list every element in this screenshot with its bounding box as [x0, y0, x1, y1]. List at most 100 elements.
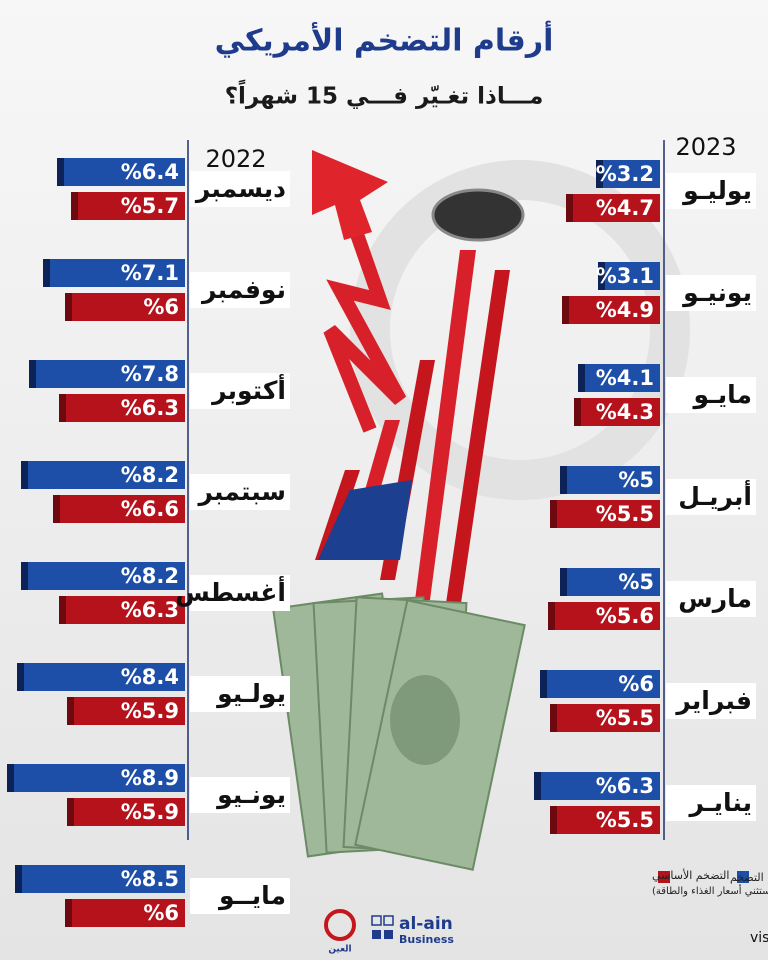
value-label: %6.3 [121, 598, 179, 622]
month-label: مارس [678, 584, 752, 613]
source: المصدر: visualcapitalist [750, 930, 768, 946]
bar [53, 495, 185, 523]
bar [540, 670, 660, 698]
month-label: فبراير [674, 686, 752, 716]
bar-cap [540, 670, 547, 698]
value-label: %5.5 [596, 706, 654, 730]
month-label: يولـيو [215, 679, 286, 709]
bar-cap [560, 466, 567, 494]
bar-cap [598, 262, 605, 290]
bar-cap [65, 293, 72, 321]
bar [71, 192, 185, 220]
bar [560, 466, 660, 494]
value-label: %6.6 [121, 497, 179, 521]
bar-cap [7, 764, 14, 792]
month-box [666, 275, 756, 311]
bar [67, 798, 185, 826]
bar-cap [67, 798, 74, 826]
month-label: يونيـو [681, 278, 752, 308]
month-box [666, 683, 756, 719]
bar-cap [548, 602, 555, 630]
bar-cap [53, 495, 60, 523]
month-label: مايـو [692, 380, 752, 410]
month-label: سبتمبر [196, 477, 286, 507]
value-label: %8.5 [121, 867, 179, 891]
bar [534, 772, 660, 800]
bar [7, 764, 185, 792]
logo: العين al-ain Business [324, 909, 454, 955]
year-label: 2022 [205, 145, 266, 173]
bar-cap [43, 259, 50, 287]
month-box [666, 581, 756, 617]
bar [548, 602, 660, 630]
value-label: %5.5 [596, 808, 654, 832]
bar [67, 697, 185, 725]
value-label: %8.2 [121, 463, 179, 487]
value-label: %8.4 [121, 665, 179, 689]
month-label: يوليـو [681, 176, 752, 206]
value-label: %6 [618, 672, 654, 696]
month-label: ينايـر [688, 788, 752, 818]
bar [57, 158, 185, 186]
bar [566, 194, 660, 222]
charts: 2023 %3.2 %4.7 يوليـو %3.1 %4.9 يونيـو %4.1 %4.3… [7, 133, 756, 927]
bar-cap [562, 296, 569, 324]
bar-cap [59, 596, 66, 624]
value-label: %4.3 [596, 400, 654, 424]
month-box [190, 777, 290, 813]
month-box [190, 373, 290, 409]
value-label: %6.4 [121, 160, 179, 184]
bar [598, 262, 660, 290]
bar [560, 568, 660, 596]
bar [29, 360, 185, 388]
bar [43, 259, 185, 287]
value-label: %5.9 [121, 800, 179, 824]
bar [550, 806, 660, 834]
value-label: %5.9 [121, 699, 179, 723]
title: أرقام التضخم الأمريكي [215, 21, 554, 59]
bar [21, 461, 185, 489]
bar-cap [566, 194, 573, 222]
month-label: أبريـل [678, 480, 752, 512]
month-box [666, 377, 756, 413]
bar-cap [550, 704, 557, 732]
bar-cap [29, 360, 36, 388]
month-label: ديسمبر [194, 174, 286, 204]
bar-cap [17, 663, 24, 691]
month-box [666, 479, 756, 515]
value-label: %3.1 [596, 264, 654, 288]
bar-cap [21, 562, 28, 590]
value-label: %4.9 [596, 298, 654, 322]
year-label: 2023 [675, 133, 736, 161]
month-label: نوفمبر [200, 275, 286, 305]
bar-cap [59, 394, 66, 422]
month-label: مايــو [217, 881, 286, 911]
bar [15, 865, 185, 893]
bar-cap [596, 160, 603, 188]
legend-label: التضخم الأساسي [652, 868, 729, 882]
value-label: %6 [143, 901, 179, 925]
month-box [190, 474, 290, 510]
value-label: %5 [618, 468, 654, 492]
month-box [190, 676, 290, 712]
bar [59, 394, 185, 422]
value-label: %3.2 [596, 162, 654, 186]
legend-swatch [737, 871, 749, 883]
bar-cap [574, 398, 581, 426]
subtitle: مـــاذا تغـيّر فـــي 15 شهراً؟ [225, 79, 544, 109]
value-label: %5.7 [121, 194, 179, 218]
bar [17, 663, 185, 691]
bar-cap [560, 568, 567, 596]
value-label: %5.5 [596, 502, 654, 526]
bar-cap [550, 500, 557, 528]
bar [596, 160, 660, 188]
value-label: %6.3 [121, 396, 179, 420]
value-label: %4.7 [596, 196, 654, 220]
bar-cap [550, 806, 557, 834]
value-label: %5.6 [596, 604, 654, 628]
month-box [666, 173, 756, 209]
bar-cap [57, 158, 64, 186]
bar [562, 296, 660, 324]
bar-cap [15, 865, 22, 893]
bar-cap [534, 772, 541, 800]
